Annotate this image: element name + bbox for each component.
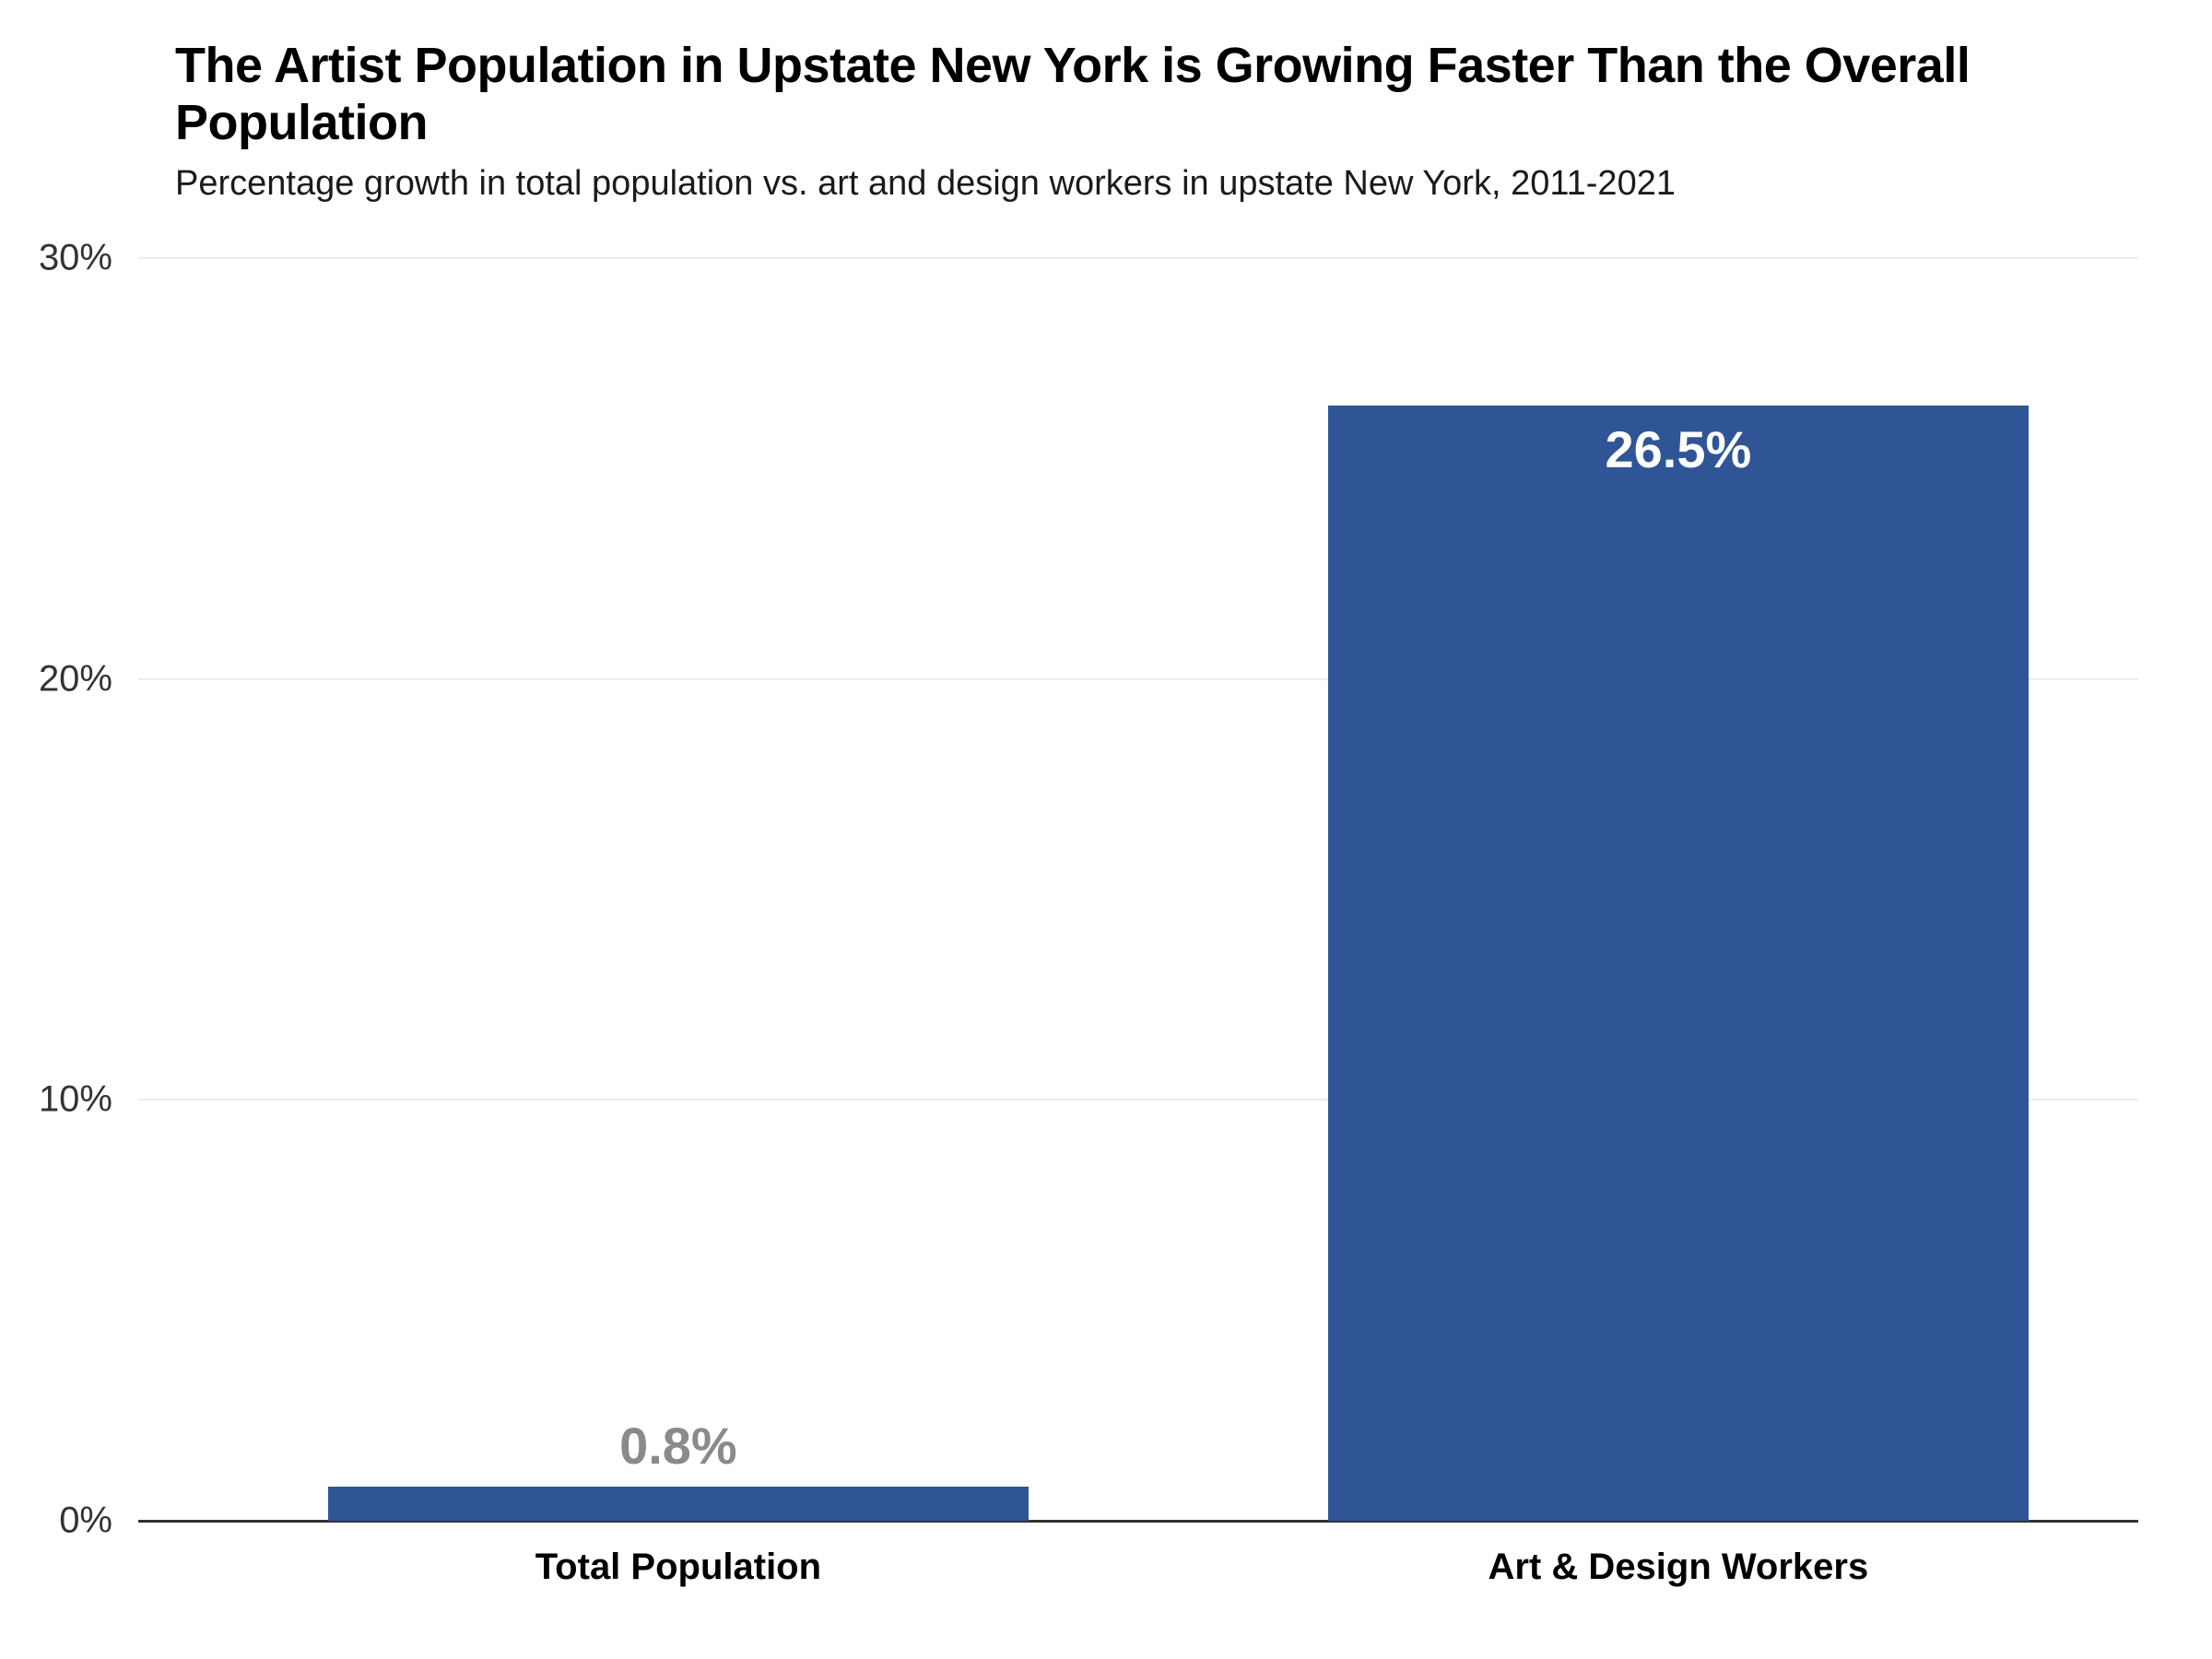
y-tick-label: 30%: [39, 238, 138, 279]
chart-header: The Artist Population in Upstate New Yor…: [175, 37, 2129, 204]
bar: [328, 1487, 1029, 1521]
x-category-label: Art & Design Workers: [1488, 1521, 1869, 1588]
x-category-label: Total Population: [535, 1521, 821, 1588]
y-tick-label: 20%: [39, 658, 138, 700]
gridline: [138, 257, 2138, 259]
bar-value-label: 26.5%: [1328, 419, 2029, 479]
y-tick-label: 10%: [39, 1079, 138, 1121]
chart-plot-area: 0%10%20%30%0.8%Total Population26.5%Art …: [138, 258, 2138, 1521]
chart-subtitle: Percentage growth in total population vs…: [175, 164, 2129, 204]
bar-value-label: 0.8%: [328, 1416, 1029, 1476]
chart-title: The Artist Population in Upstate New Yor…: [175, 37, 2129, 151]
y-tick-label: 0%: [59, 1500, 138, 1542]
bar: [1328, 406, 2029, 1521]
